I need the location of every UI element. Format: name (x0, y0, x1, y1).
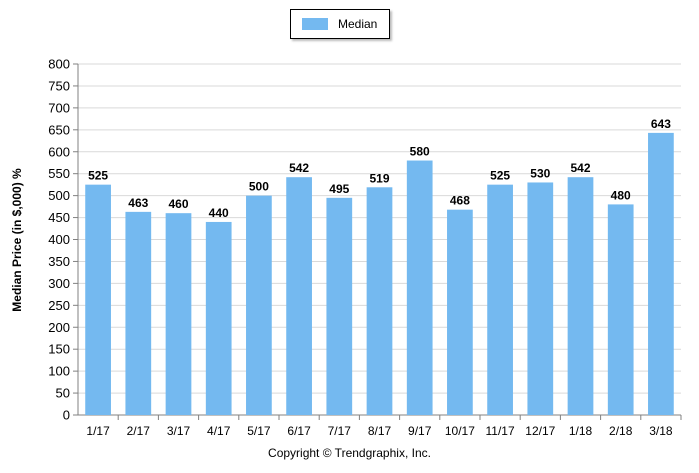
y-tick-label: 800 (48, 57, 70, 72)
bar-7-17 (326, 197, 353, 415)
data-label: 530 (530, 166, 550, 180)
x-tick-label: 5/17 (247, 424, 271, 438)
y-tick-label: 400 (48, 232, 70, 247)
bar-2-18 (607, 204, 634, 415)
y-tick-label: 550 (48, 166, 70, 181)
y-tick-label: 150 (48, 342, 70, 357)
bar-11-17 (487, 184, 513, 415)
y-tick-label: 350 (48, 254, 70, 269)
data-label: 440 (209, 206, 229, 220)
x-tick-label: 10/17 (445, 424, 475, 438)
y-tick-label: 50 (56, 386, 70, 401)
x-tick-label: 1/18 (569, 424, 593, 438)
bar-10-17 (447, 209, 473, 415)
data-label: 480 (611, 188, 631, 202)
x-tick-label: 4/17 (207, 424, 231, 438)
data-label: 500 (249, 180, 269, 194)
x-tick-label: 3/17 (167, 424, 191, 438)
bar-9-17 (406, 160, 433, 415)
x-tick-label: 12/17 (525, 424, 555, 438)
y-tick-label: 700 (48, 100, 70, 115)
bar-1-18 (567, 177, 594, 415)
y-tick-label: 750 (48, 78, 70, 93)
y-tick-label: 100 (48, 364, 70, 379)
data-label: 519 (369, 171, 389, 185)
x-tick-label: 1/17 (86, 424, 110, 438)
data-label: 525 (88, 169, 108, 183)
data-label: 468 (450, 194, 470, 208)
data-label: 460 (168, 197, 188, 211)
bar-3-18 (648, 132, 674, 416)
data-label: 542 (570, 161, 590, 175)
x-tick-label: 2/18 (609, 424, 633, 438)
y-tick-label: 0 (63, 408, 70, 423)
x-tick-label: 3/18 (649, 424, 673, 438)
x-tick-label: 6/17 (287, 424, 311, 438)
data-label: 580 (410, 145, 430, 159)
y-axis-title: Median Price (in $,000) % (10, 168, 24, 312)
x-tick-label: 9/17 (408, 424, 432, 438)
legend-label-median: Median (338, 17, 378, 31)
y-tick-label: 450 (48, 210, 70, 225)
data-label: 525 (490, 169, 510, 183)
data-label: 542 (289, 161, 309, 175)
legend-swatch-median (302, 18, 328, 30)
y-tick-label: 600 (48, 144, 70, 159)
y-tick-label: 500 (48, 188, 70, 203)
y-tick-label: 250 (48, 298, 70, 313)
bar-8-17 (366, 187, 393, 415)
bar-4-17 (205, 221, 232, 415)
y-tick-label: 300 (48, 276, 70, 291)
data-label: 643 (651, 117, 671, 131)
x-tick-label: 2/17 (127, 424, 151, 438)
legend: Median (290, 9, 390, 39)
x-tick-label: 11/17 (486, 424, 515, 438)
data-label: 495 (329, 182, 349, 196)
bar-12-17 (527, 182, 554, 415)
x-tick-label: 7/17 (328, 424, 352, 438)
bar-5-17 (246, 195, 272, 415)
bar-3-17 (165, 213, 192, 415)
bar-6-17 (286, 177, 312, 415)
x-tick-label: 8/17 (368, 424, 392, 438)
bar-2-17 (125, 211, 152, 415)
copyright-footer: Copyright © Trendgraphix, Inc. (268, 446, 431, 460)
bar-1-17 (85, 184, 111, 415)
y-tick-label: 200 (48, 320, 70, 335)
y-tick-label: 650 (48, 122, 70, 137)
data-label: 463 (128, 196, 148, 210)
